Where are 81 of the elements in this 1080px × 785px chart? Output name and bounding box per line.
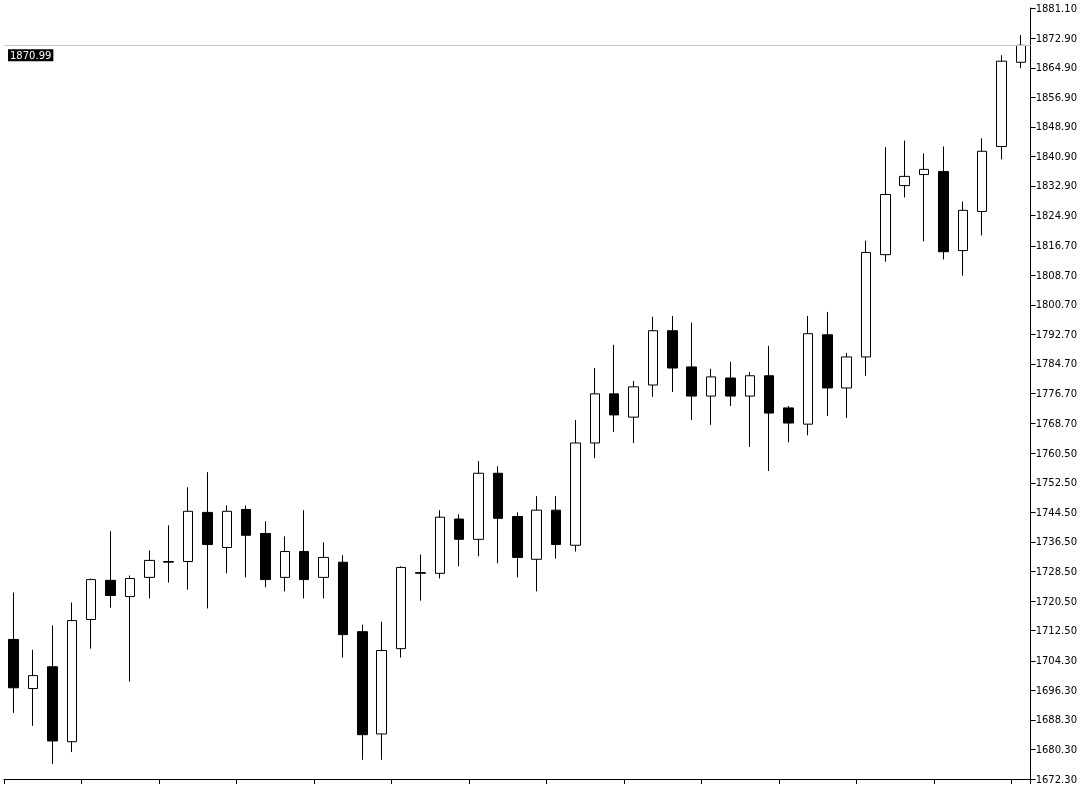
- candlestick: [125, 575, 135, 683]
- candlestick: [435, 509, 445, 579]
- candlestick: [241, 504, 251, 578]
- candlestick: [28, 649, 38, 727]
- candlestick: [686, 322, 697, 421]
- candlestick: [725, 361, 736, 407]
- candlestick: [938, 145, 949, 260]
- candlestick: [745, 371, 755, 448]
- candlestick: [280, 535, 290, 592]
- y-tick-label: 1736.50: [1035, 536, 1078, 548]
- candlestick: [338, 554, 348, 659]
- candlestick: [396, 565, 406, 659]
- y-tick-label: 1744.50: [1035, 506, 1078, 518]
- y-tick-label: 1881.10: [1035, 2, 1078, 14]
- candlestick: [977, 137, 987, 236]
- y-tick-label: 1688.30: [1035, 714, 1078, 726]
- y-tick-label: 1752.50: [1035, 477, 1078, 489]
- candlestick: [861, 240, 871, 377]
- candlestick: [803, 315, 813, 436]
- candlestick: [531, 495, 542, 592]
- candlestick: [996, 54, 1007, 160]
- y-tick-label: 1760.50: [1035, 447, 1078, 459]
- candlestick: [376, 621, 387, 761]
- candlestick: [222, 504, 232, 574]
- y-tick-label: 1816.70: [1035, 240, 1078, 252]
- candlestick: [764, 345, 774, 472]
- candlestick: [47, 624, 58, 765]
- y-tick-label: 1776.70: [1035, 388, 1078, 399]
- y-tick-label: 1800.70: [1035, 299, 1078, 311]
- candlestick: [454, 513, 464, 567]
- y-tick-label: 1696.30: [1035, 684, 1078, 696]
- candlestick: [880, 146, 891, 263]
- y-tick-label: 1848.90: [1035, 121, 1078, 133]
- y-tick-label: 1872.90: [1035, 32, 1078, 44]
- candlestick: [415, 553, 426, 602]
- y-tick-label: 1856.90: [1035, 91, 1078, 103]
- candlestick: [299, 509, 309, 599]
- candlestick: [783, 405, 794, 443]
- candlestick: [86, 578, 96, 650]
- y-tick-label: 1680.30: [1035, 743, 1078, 755]
- candlestick: [919, 152, 929, 242]
- y-tick-label: 1672.30: [1035, 773, 1078, 785]
- y-tick-label: 1720.50: [1035, 595, 1078, 607]
- candlestick: [512, 511, 523, 578]
- candlestick: [357, 624, 368, 761]
- ref-line-label: 1870.99: [10, 49, 52, 61]
- candlestick: [648, 316, 658, 398]
- candlestick: [260, 520, 271, 588]
- candlestick: [841, 352, 852, 419]
- y-tick-label: 1824.90: [1035, 210, 1078, 222]
- candlestick: [958, 200, 968, 277]
- y-tick-label: 1840.90: [1035, 150, 1078, 162]
- y-tick-label: 1704.30: [1035, 655, 1078, 667]
- candlestick: [706, 368, 716, 426]
- candlestick: [628, 380, 639, 444]
- candlestick: [318, 541, 329, 599]
- y-tick-label: 1864.90: [1035, 62, 1078, 74]
- y-tick-label: 1784.70: [1035, 358, 1078, 370]
- y-tick-label: 1712.50: [1035, 625, 1078, 637]
- candlestick: [105, 530, 116, 609]
- candlestick: [609, 344, 619, 433]
- candlestick: [493, 465, 503, 564]
- candlestick: [590, 367, 600, 459]
- candlestick: [163, 524, 174, 584]
- y-tick-label: 1832.90: [1035, 180, 1078, 192]
- candlestick: [183, 486, 193, 591]
- candlestick: [8, 592, 19, 714]
- candlestick: [551, 495, 561, 560]
- candlestick: [473, 460, 484, 557]
- y-tick-label: 1728.50: [1035, 565, 1078, 577]
- y-tick-label: 1768.70: [1035, 417, 1078, 429]
- candlestick: [667, 315, 678, 393]
- candlestick: [1016, 34, 1026, 69]
- candlestick: [822, 311, 833, 417]
- candlestick: [144, 549, 155, 599]
- y-tick-label: 1792.70: [1035, 328, 1078, 340]
- candlestick: [67, 602, 77, 753]
- candlestick: [570, 419, 581, 553]
- candlestick: [899, 140, 910, 198]
- candlestick: [202, 471, 213, 609]
- y-tick-label: 1808.70: [1035, 269, 1078, 281]
